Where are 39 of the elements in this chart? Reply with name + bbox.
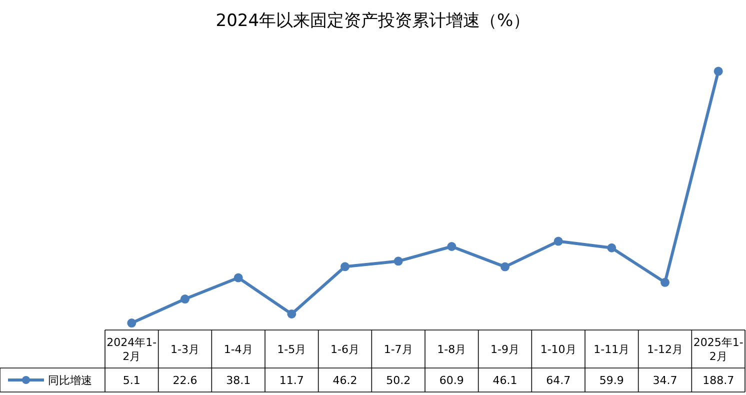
x-tick-label: 1-6月: [330, 343, 360, 356]
data-label: 11.7: [279, 374, 304, 387]
data-label: 34.7: [652, 374, 678, 387]
point: [180, 294, 190, 304]
x-tick-label: 1-12月: [647, 343, 683, 356]
point: [554, 236, 563, 246]
data-label: 22.6: [172, 374, 198, 387]
x-tick-label: 1-9月: [490, 343, 520, 356]
x-tick-label: 1-3月: [170, 343, 200, 356]
x-tick-label: 2025年1-2月: [693, 336, 744, 363]
point: [500, 262, 510, 272]
data-label: 38.1: [226, 374, 251, 387]
point: [287, 309, 296, 318]
point: [607, 243, 616, 252]
x-tick-label: 1-4月: [224, 343, 253, 356]
x-tick-label: 2024年1-2月: [106, 336, 157, 363]
chart-title: 2024年以来固定资产投资累计增速（%）: [216, 11, 530, 31]
point: [714, 66, 723, 76]
data-label: 50.2: [386, 374, 411, 387]
data-label: 46.2: [332, 374, 358, 387]
data-label: 59.9: [599, 374, 624, 387]
legend-label: 同比增速: [48, 374, 92, 387]
point: [127, 318, 136, 328]
data-label: 46.1: [492, 374, 518, 387]
legend: 同比增速: [8, 374, 92, 387]
data-label: 188.7: [702, 374, 734, 387]
x-tick-label: 1-10月: [540, 343, 576, 356]
data-label: 60.9: [439, 374, 464, 387]
x-tick-label: 1-11月: [594, 343, 630, 356]
data-label: 5.1: [122, 374, 140, 387]
point: [340, 262, 350, 272]
x-tick-label: 1-7月: [384, 343, 413, 356]
data-label: 64.7: [546, 374, 571, 387]
x-tick-label: 1-8月: [437, 343, 466, 356]
x-tick-label: 1-5月: [277, 343, 306, 356]
point: [394, 256, 403, 266]
point: [660, 278, 670, 287]
point: [447, 242, 456, 252]
point: [234, 273, 243, 282]
